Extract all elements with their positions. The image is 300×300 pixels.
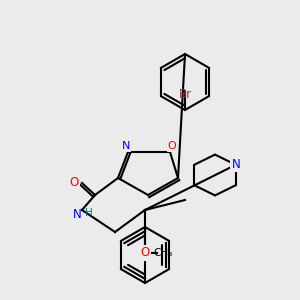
Text: Br: Br: [178, 88, 192, 101]
Text: N: N: [122, 141, 130, 151]
Text: O: O: [168, 141, 176, 151]
Text: O: O: [69, 176, 79, 190]
Text: O: O: [140, 247, 150, 260]
Text: N: N: [73, 208, 81, 221]
Text: N: N: [231, 158, 240, 171]
Text: H: H: [85, 208, 93, 218]
Text: CH₃: CH₃: [153, 248, 172, 258]
